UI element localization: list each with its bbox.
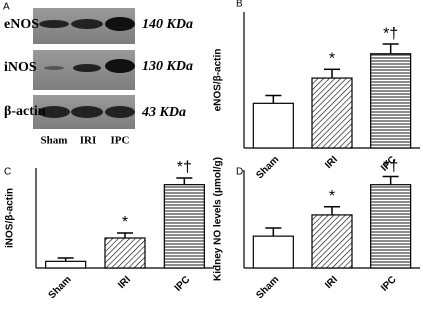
lane-label: IPC — [111, 135, 130, 147]
bar — [104, 237, 146, 269]
lane-label: Sham — [41, 135, 68, 147]
panel-a: A eNOS iNOS β-actin 140 KDa 130 KDa 43 K… — [3, 2, 193, 147]
x-tick-label: IRI — [116, 274, 133, 291]
y-axis-label: Kidney NO levels (μmol/g) — [213, 157, 224, 281]
size-label: 130 KDa — [142, 59, 193, 74]
y-axis-label: eNOS/β-actin — [213, 49, 224, 112]
significance-mark: *† — [177, 159, 192, 176]
x-tick-label: Sham — [254, 274, 281, 301]
significance-mark: *† — [383, 25, 398, 42]
bar — [311, 77, 353, 149]
x-tick-label: IPC — [173, 274, 193, 294]
panel-label: D — [236, 167, 243, 178]
bar — [370, 53, 412, 149]
protein-label: eNOS — [4, 17, 39, 32]
bar — [45, 260, 87, 269]
panel-label: B — [236, 0, 243, 10]
significance-mark: * — [329, 51, 335, 68]
size-label: 140 KDa — [142, 17, 193, 32]
x-tick-label: IPC — [379, 274, 399, 294]
bands — [38, 17, 135, 118]
significance-mark: *† — [383, 158, 398, 175]
significance-mark: * — [122, 214, 128, 231]
x-tick-label: IRI — [323, 154, 340, 171]
y-axis-label: iNOS/β-actin — [5, 188, 16, 248]
bar — [252, 102, 294, 149]
x-tick-label: IRI — [323, 274, 340, 291]
lane-label: IRI — [80, 135, 97, 147]
bar — [370, 184, 412, 269]
protein-label: β-actin — [4, 104, 46, 119]
bar — [252, 235, 294, 269]
panel-label: A — [3, 2, 10, 13]
bar — [163, 184, 205, 269]
protein-label: iNOS — [4, 60, 37, 75]
x-tick-label: Sham — [47, 274, 74, 301]
bar — [311, 214, 353, 269]
panel-label: C — [4, 167, 11, 178]
significance-mark: * — [329, 188, 335, 205]
size-label: 43 KDa — [141, 105, 186, 120]
x-tick-label: Sham — [254, 154, 281, 181]
